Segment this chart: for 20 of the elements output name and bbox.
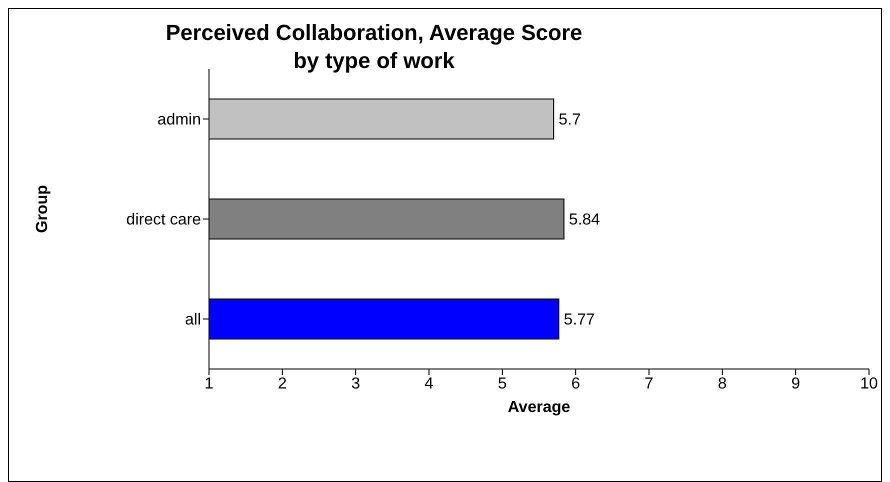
chart-title: Perceived Collaboration, Average Score (164, 19, 584, 47)
x-tick-label: 5 (498, 375, 507, 392)
x-tick-label: 8 (718, 375, 727, 392)
data-label: 5.84 (568, 212, 600, 229)
data-label: 5.77 (564, 312, 596, 329)
x-tick-label: 2 (278, 375, 287, 392)
x-tick-label: 7 (644, 375, 654, 392)
x-tick-label: 3 (351, 375, 360, 392)
y-tick-label: all (184, 312, 201, 329)
x-axis-title: Average (506, 399, 572, 417)
chart-subtitle: by type of work (292, 47, 456, 75)
x-tick-label: 10 (860, 375, 878, 392)
x-tick-label: 4 (424, 375, 434, 392)
x-tick-label: 1 (204, 375, 214, 392)
y-tick-label: admin (157, 112, 201, 129)
y-tick-label: direct care (126, 212, 202, 229)
data-label: 5.7 (558, 112, 582, 129)
x-tick-label: 6 (571, 375, 580, 392)
y-axis-title: Group (34, 185, 52, 233)
x-tick-label: 9 (791, 375, 800, 392)
